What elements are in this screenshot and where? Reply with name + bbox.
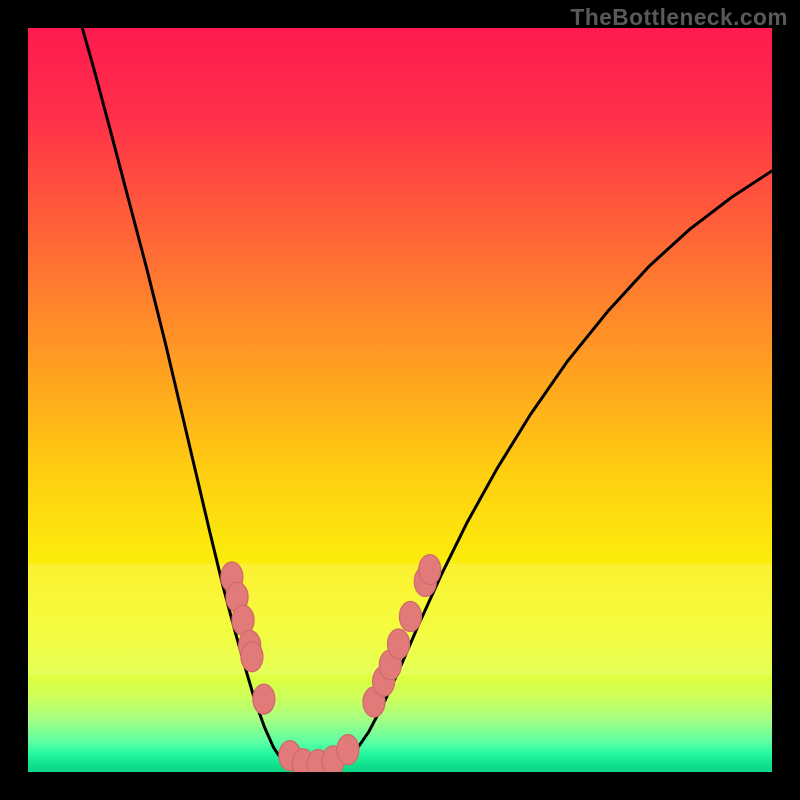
data-marker [337,735,359,765]
plot-area [28,28,772,772]
watermark-label: TheBottleneck.com [571,4,788,31]
data-marker [399,602,421,632]
chart-frame: TheBottleneck.com [0,0,800,800]
data-marker [388,629,410,659]
data-marker [253,684,275,714]
data-marker [241,642,263,672]
data-marker [419,555,441,585]
chart-svg [28,28,772,772]
